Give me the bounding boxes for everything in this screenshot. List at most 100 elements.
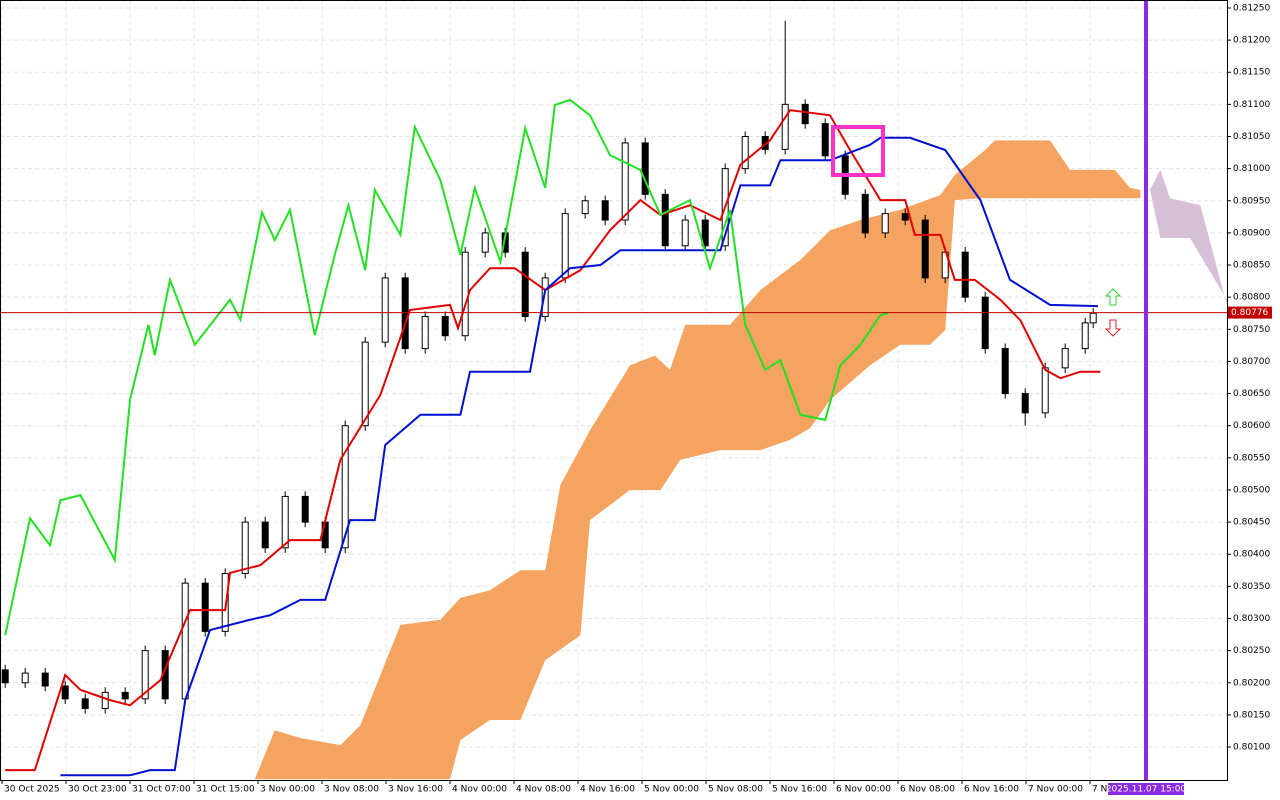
x-tick-label: 5 Nov 08:00 (708, 785, 763, 795)
candle-body (401, 277, 409, 350)
x-tick-label: 5 Nov 00:00 (644, 785, 699, 795)
y-tick-label: 0.80750 (1233, 325, 1270, 335)
candle-body (81, 698, 89, 709)
candle-body (1041, 367, 1049, 414)
time-marker-label: 2025.11.07 15:00 (1106, 785, 1187, 795)
candle-body (901, 213, 909, 221)
candle-body (481, 232, 489, 253)
x-tick-label: 6 Nov 08:00 (900, 785, 955, 795)
y-tick-label: 0.81200 (1233, 36, 1270, 46)
up-arrow (1104, 288, 1122, 306)
candle-body (361, 341, 369, 427)
y-tick-label: 0.80200 (1233, 678, 1270, 688)
x-tick-label: 3 Nov 16:00 (388, 785, 443, 795)
highlight-box (831, 125, 885, 177)
y-tick-label: 0.80650 (1233, 389, 1270, 399)
y-tick-label: 0.80100 (1233, 743, 1270, 753)
cloud (254, 140, 1141, 780)
x-tick-label: 30 Oct 23:00 (68, 785, 127, 795)
candle-body (441, 315, 449, 337)
current-price-box (1228, 306, 1272, 319)
candle-body (21, 672, 29, 684)
candle-body (381, 277, 389, 343)
candle-body (61, 685, 69, 700)
y-tick-label: 0.80150 (1233, 710, 1270, 720)
candle-body (461, 251, 469, 337)
candle-body (281, 495, 289, 549)
candle-body (1081, 322, 1089, 350)
y-tick-label: 0.80450 (1233, 518, 1270, 528)
y-tick-label: 0.81050 (1233, 132, 1270, 142)
candle-body (661, 193, 669, 247)
y-tick-label: 0.80400 (1233, 550, 1270, 560)
down-arrow (1104, 319, 1122, 337)
candle-body (781, 103, 789, 150)
candle-body (701, 219, 709, 247)
candle-body (1001, 348, 1009, 395)
y-tick-label: 0.80700 (1233, 357, 1270, 367)
candles (1, 20, 1097, 714)
current-price-label: 0.80776 (1231, 308, 1268, 318)
ichimoku-cloud (254, 140, 1227, 780)
plot-frame (0, 0, 1228, 781)
x-tick-label: 30 Oct 2025 (4, 785, 60, 795)
candle-body (1021, 393, 1029, 414)
x-tick-label: 5 Nov 16:00 (772, 785, 827, 795)
candle-body (581, 200, 589, 215)
candle-body (821, 123, 829, 157)
candle-body (301, 495, 309, 523)
candle-body (201, 582, 209, 632)
indicator-line (4, 98, 889, 636)
y-tick-label: 0.80600 (1233, 421, 1270, 431)
candle-body (801, 103, 809, 125)
x-tick-label: 6 Nov 00:00 (836, 785, 891, 795)
x-tick-label: 7 Nov 00:00 (1028, 785, 1083, 795)
candle-body (121, 691, 129, 700)
x-tick-label: 4 Nov 08:00 (516, 785, 571, 795)
candle-body (261, 521, 269, 549)
candle-body (981, 296, 989, 350)
time-marker-box (1108, 783, 1184, 795)
candle-body (521, 251, 529, 317)
x-tick-label: 4 Nov 00:00 (452, 785, 507, 795)
y-tick-label: 0.81150 (1233, 68, 1270, 78)
candle-body (141, 650, 149, 700)
candle-body (641, 142, 649, 195)
x-tick-label: 7 No (1092, 785, 1113, 795)
candle-body (621, 142, 629, 221)
candle-body (241, 521, 249, 575)
y-tick-label: 0.80350 (1233, 582, 1270, 592)
y-tick-label: 0.80500 (1233, 485, 1270, 495)
x-tick-label: 6 Nov 16:00 (964, 785, 1019, 795)
candle-body (961, 251, 969, 298)
candle-body (561, 213, 569, 279)
indicator-line (5, 109, 1101, 772)
candle-body (101, 691, 109, 709)
indicator-lines (4, 98, 1101, 777)
candle-body (861, 193, 869, 234)
y-tick-label: 0.80850 (1233, 261, 1270, 271)
candle-body (1061, 348, 1069, 369)
candle-body (681, 219, 689, 247)
x-tick-label: 31 Oct 07:00 (132, 785, 191, 795)
x-tick-label: 31 Oct 15:00 (196, 785, 255, 795)
y-tick-label: 0.81100 (1233, 100, 1270, 110)
indicator-line (60, 136, 1099, 777)
y-tick-label: 0.80300 (1233, 614, 1270, 624)
candle-body (921, 219, 929, 279)
candle-body (1089, 312, 1097, 324)
y-tick-label: 0.80900 (1233, 228, 1270, 238)
y-tick-label: 0.80250 (1233, 646, 1270, 656)
x-tick-label: 3 Nov 08:00 (324, 785, 379, 795)
candle-body (421, 315, 429, 350)
grid (0, 0, 1227, 780)
y-tick-label: 0.80550 (1233, 453, 1270, 463)
cloud (1150, 169, 1227, 305)
x-tick-label: 4 Nov 16:00 (580, 785, 635, 795)
candle-body (181, 582, 189, 700)
y-tick-label: 0.80950 (1233, 196, 1270, 206)
candle-body (341, 425, 349, 549)
candle-body (541, 277, 549, 317)
y-tick-label: 0.81250 (1233, 3, 1270, 13)
